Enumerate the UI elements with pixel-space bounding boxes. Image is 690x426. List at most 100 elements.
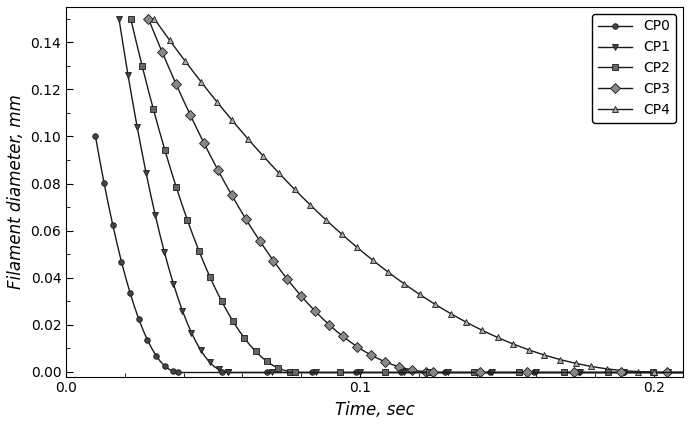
CP0 [161, 363, 169, 368]
CP2 [149, 107, 157, 112]
CP3 [151, 33, 159, 38]
CP0 [165, 367, 173, 372]
CP3 [381, 359, 389, 364]
CP3 [290, 285, 299, 291]
CP2 [195, 248, 203, 253]
CP3 [422, 369, 431, 374]
CP2 [212, 287, 220, 292]
CP1 [128, 99, 137, 104]
CP1 [210, 364, 218, 369]
CP0 [157, 359, 165, 364]
CP4 [580, 363, 588, 368]
CP1 [192, 340, 200, 345]
CP2 [126, 16, 135, 21]
CP3 [276, 268, 284, 273]
CP3 [283, 277, 291, 282]
CP3 [388, 362, 396, 367]
CP0 [100, 181, 108, 186]
CP3 [297, 294, 306, 299]
CP2 [138, 63, 146, 68]
CP2 [235, 327, 243, 332]
CP3 [353, 344, 361, 349]
CP3 [311, 309, 319, 314]
CP2 [291, 369, 299, 374]
CP1 [142, 171, 150, 176]
CP3 [325, 322, 333, 327]
CP2 [246, 343, 254, 348]
CP1 [201, 354, 209, 359]
CP4 [361, 251, 369, 256]
CP1 [115, 16, 123, 21]
CP0 [117, 259, 126, 264]
CP1 [151, 213, 159, 218]
CP0 [130, 304, 139, 309]
CP0 [148, 346, 156, 351]
CP3 [179, 97, 187, 102]
Line: CP3: CP3 [145, 15, 437, 375]
Line: CP4: CP4 [152, 16, 656, 375]
CP3 [339, 334, 347, 339]
CP0 [135, 317, 143, 322]
CP4 [649, 369, 658, 374]
CP2 [240, 335, 248, 340]
CP2 [189, 233, 197, 239]
CP3 [144, 16, 152, 21]
CP3 [193, 127, 201, 132]
CP0 [169, 369, 177, 374]
CP3 [200, 141, 208, 146]
CP1 [197, 347, 205, 352]
Line: CP1: CP1 [115, 15, 231, 375]
CP0 [108, 223, 117, 228]
CP1 [119, 45, 128, 50]
CP3 [395, 364, 403, 369]
CP3 [214, 167, 222, 173]
CP3 [269, 258, 277, 263]
CP1 [160, 249, 168, 254]
CP1 [165, 266, 173, 271]
CP2 [172, 184, 180, 189]
CP3 [359, 348, 368, 354]
CP2 [206, 275, 215, 280]
CP2 [184, 218, 192, 223]
CP4 [634, 369, 642, 374]
CP0 [96, 158, 104, 163]
CP1 [178, 308, 186, 313]
CP3 [165, 66, 173, 71]
CP2 [217, 298, 226, 303]
CP1 [219, 369, 227, 374]
CP3 [228, 193, 236, 198]
CP3 [366, 352, 375, 357]
CP0 [139, 328, 147, 333]
CP3 [255, 238, 264, 243]
CP3 [429, 369, 437, 374]
CP3 [186, 112, 194, 117]
CP0 [174, 369, 182, 374]
CP1 [215, 367, 223, 372]
CP1 [146, 192, 155, 197]
Legend: CP0, CP1, CP2, CP3, CP4: CP0, CP1, CP2, CP3, CP4 [592, 14, 676, 123]
CP2 [263, 359, 271, 364]
CP1 [174, 295, 182, 300]
CP0 [121, 276, 130, 281]
CP1 [124, 72, 132, 78]
CP0 [104, 202, 112, 207]
CP0 [144, 337, 152, 343]
CP3 [235, 204, 243, 210]
CP1 [187, 330, 195, 335]
CP3 [304, 301, 313, 306]
CP0 [126, 291, 135, 296]
CP3 [373, 356, 382, 361]
CP3 [318, 316, 326, 321]
Y-axis label: Filament diameter, mm: Filament diameter, mm [7, 94, 25, 289]
CP0 [113, 242, 121, 247]
CP1 [224, 369, 232, 374]
X-axis label: Time, sec: Time, sec [335, 401, 415, 419]
CP3 [248, 227, 257, 233]
CP3 [408, 368, 417, 373]
CP2 [166, 166, 175, 171]
CP2 [177, 201, 186, 207]
CP1 [183, 320, 191, 325]
CP3 [158, 50, 166, 55]
CP3 [172, 82, 180, 87]
CP2 [268, 363, 277, 368]
